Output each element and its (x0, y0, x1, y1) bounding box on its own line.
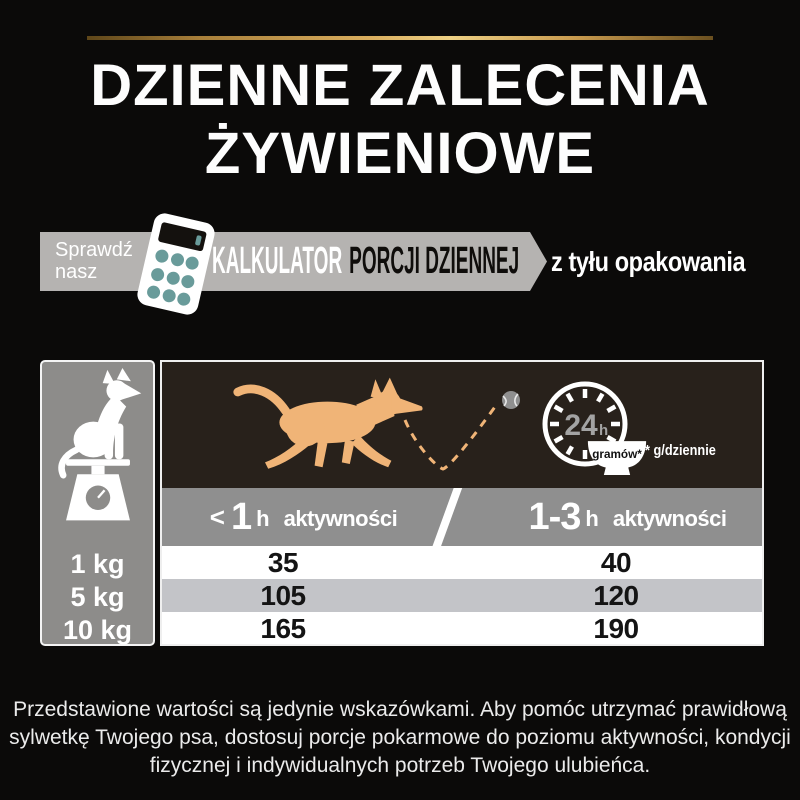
activity-col-high: 1-3 h aktywności (528, 495, 727, 538)
title-line-2: ŻYWIENIOWE (204, 121, 596, 186)
activity-col-low: < 1 h aktywności (209, 495, 398, 538)
feeding-table-panel: 24 h gramów* * g/dziennie < 1 h aktywnoś… (160, 360, 764, 646)
bowl-label: gramów* (592, 448, 642, 461)
ball-icon (502, 391, 520, 409)
24h-clock-icon: 24 h (542, 381, 628, 467)
clock-unit: h (599, 422, 608, 439)
portion-value-low: 35 (267, 547, 299, 578)
running-dog-icon (233, 377, 423, 469)
clock-value: 24 (564, 409, 598, 442)
dog-on-scale-icon (57, 368, 141, 521)
calculator-buttons (145, 248, 200, 307)
calculator-banner-bar (40, 232, 547, 291)
disclaimer-text: Przedstawione wartości są jedynie wskazó… (9, 698, 791, 777)
unit-note: * g/dziennie (645, 442, 716, 459)
weight-label-10kg: 10 kg (62, 615, 133, 645)
page-title: DZIENNE ZALECENIA ŻYWIENIOWE (0, 52, 800, 188)
weight-column: 1 kg 5 kg 10 kg (40, 360, 155, 646)
portion-value-low: 165 (260, 613, 306, 644)
check-our-label: Sprawdź nasz (55, 239, 133, 283)
portion-value-high: 40 (600, 547, 632, 578)
portion-value-high: 120 (593, 580, 639, 611)
calculator-word: KALKULATOR (212, 240, 343, 282)
portion-value-low: 105 (260, 580, 306, 611)
daily-portion-words: PORCJI DZIENNEJ (349, 240, 520, 282)
back-of-pack-label: z tyłu opakowania (551, 245, 746, 277)
calculator-screen-dot (194, 234, 202, 246)
table-row-10kg: 165 190 (162, 612, 762, 644)
weight-label-1kg: 1 kg (70, 549, 125, 579)
activity-header-row: < 1 h aktywności 1-3 h aktywności (162, 488, 762, 546)
portion-value-high: 190 (593, 613, 639, 644)
calculator-screen (157, 221, 207, 252)
bounce-path-icon (403, 403, 499, 471)
food-bowl-icon: gramów* (587, 441, 647, 475)
table-row-5kg: 105 120 (162, 579, 762, 612)
gold-accent-line (87, 36, 713, 40)
calculator-icon (136, 212, 216, 316)
table-row-1kg: 35 40 (162, 546, 762, 579)
title-line-1: DZIENNE ZALECENIA (90, 53, 710, 118)
weight-label-5kg: 5 kg (70, 582, 125, 612)
calculator-banner-title: KALKULATOR PORCJI DZIENNEJ (212, 232, 519, 291)
